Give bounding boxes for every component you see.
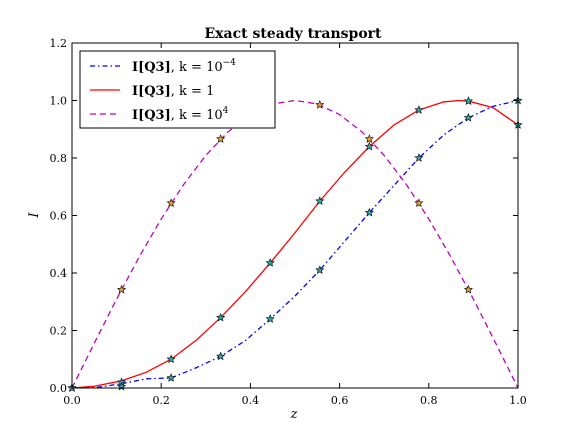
star-marker-2-5 xyxy=(364,207,374,217)
x-tick-label: 0.6 xyxy=(331,394,349,407)
series-line-2 xyxy=(72,99,518,388)
x-tick-label: 1.0 xyxy=(509,394,527,407)
y-tick-label: 1.2 xyxy=(50,37,68,50)
star-marker-2-1 xyxy=(166,373,176,382)
star-marker-1-6 xyxy=(364,141,374,151)
star-marker-1-4 xyxy=(265,258,275,267)
y-tick-label: 1.0 xyxy=(50,95,68,108)
star-marker-0-3 xyxy=(216,134,226,143)
x-tick-label: 0.2 xyxy=(152,394,170,407)
star-marker-1-3 xyxy=(216,312,226,322)
x-tick-label: 0.0 xyxy=(63,394,81,407)
star-marker-1-5 xyxy=(315,196,325,205)
star-marker-0-8 xyxy=(463,284,473,294)
y-tick-label: 0.0 xyxy=(50,382,68,395)
plot-area xyxy=(67,95,523,392)
chart-title: Exact steady transport xyxy=(204,26,382,42)
star-marker-1-7 xyxy=(414,105,424,114)
star-marker-0-7 xyxy=(414,198,424,208)
x-tick-label: 0.8 xyxy=(420,394,438,407)
star-marker-2-2 xyxy=(216,351,226,361)
legend-label-2: I[Q3], k = 104 xyxy=(132,106,229,123)
axes: 0.0 0.2 0.4 0.6 0.8 1.0 0.0 0.2 0.4 0.6 0.8 1.0 1.2 xyxy=(50,37,527,407)
star-marker-2-4 xyxy=(315,265,325,274)
star-marker-0-2 xyxy=(166,198,176,208)
legend-label-1: I[Q3], k = 1 xyxy=(132,84,214,99)
y-axis-label: I xyxy=(27,212,42,219)
star-marker-2-7 xyxy=(463,112,473,122)
y-tick-label: 0.2 xyxy=(50,325,68,338)
y-tick-label: 0.8 xyxy=(50,152,68,165)
x-tick-label: 0.4 xyxy=(242,394,260,407)
star-marker-1-8 xyxy=(463,96,473,105)
y-tick-label: 0.4 xyxy=(50,267,68,280)
y-tick-label: 0.6 xyxy=(50,210,68,223)
star-marker-2-3 xyxy=(265,314,275,323)
star-marker-1-2 xyxy=(166,354,176,364)
star-marker-0-1 xyxy=(117,284,127,294)
series-line-1 xyxy=(72,99,518,388)
star-marker-0-5 xyxy=(315,100,325,109)
legend-label-0: I[Q3], k = 10−4 xyxy=(132,58,236,75)
star-marker-2-6 xyxy=(414,153,424,162)
x-axis-label: z xyxy=(290,407,298,422)
star-marker-0-6 xyxy=(364,134,374,143)
legend: I[Q3], k = 10−4 I[Q3], k = 1 I[Q3], k = 10… xyxy=(79,50,276,129)
series-line-0 xyxy=(72,99,518,388)
